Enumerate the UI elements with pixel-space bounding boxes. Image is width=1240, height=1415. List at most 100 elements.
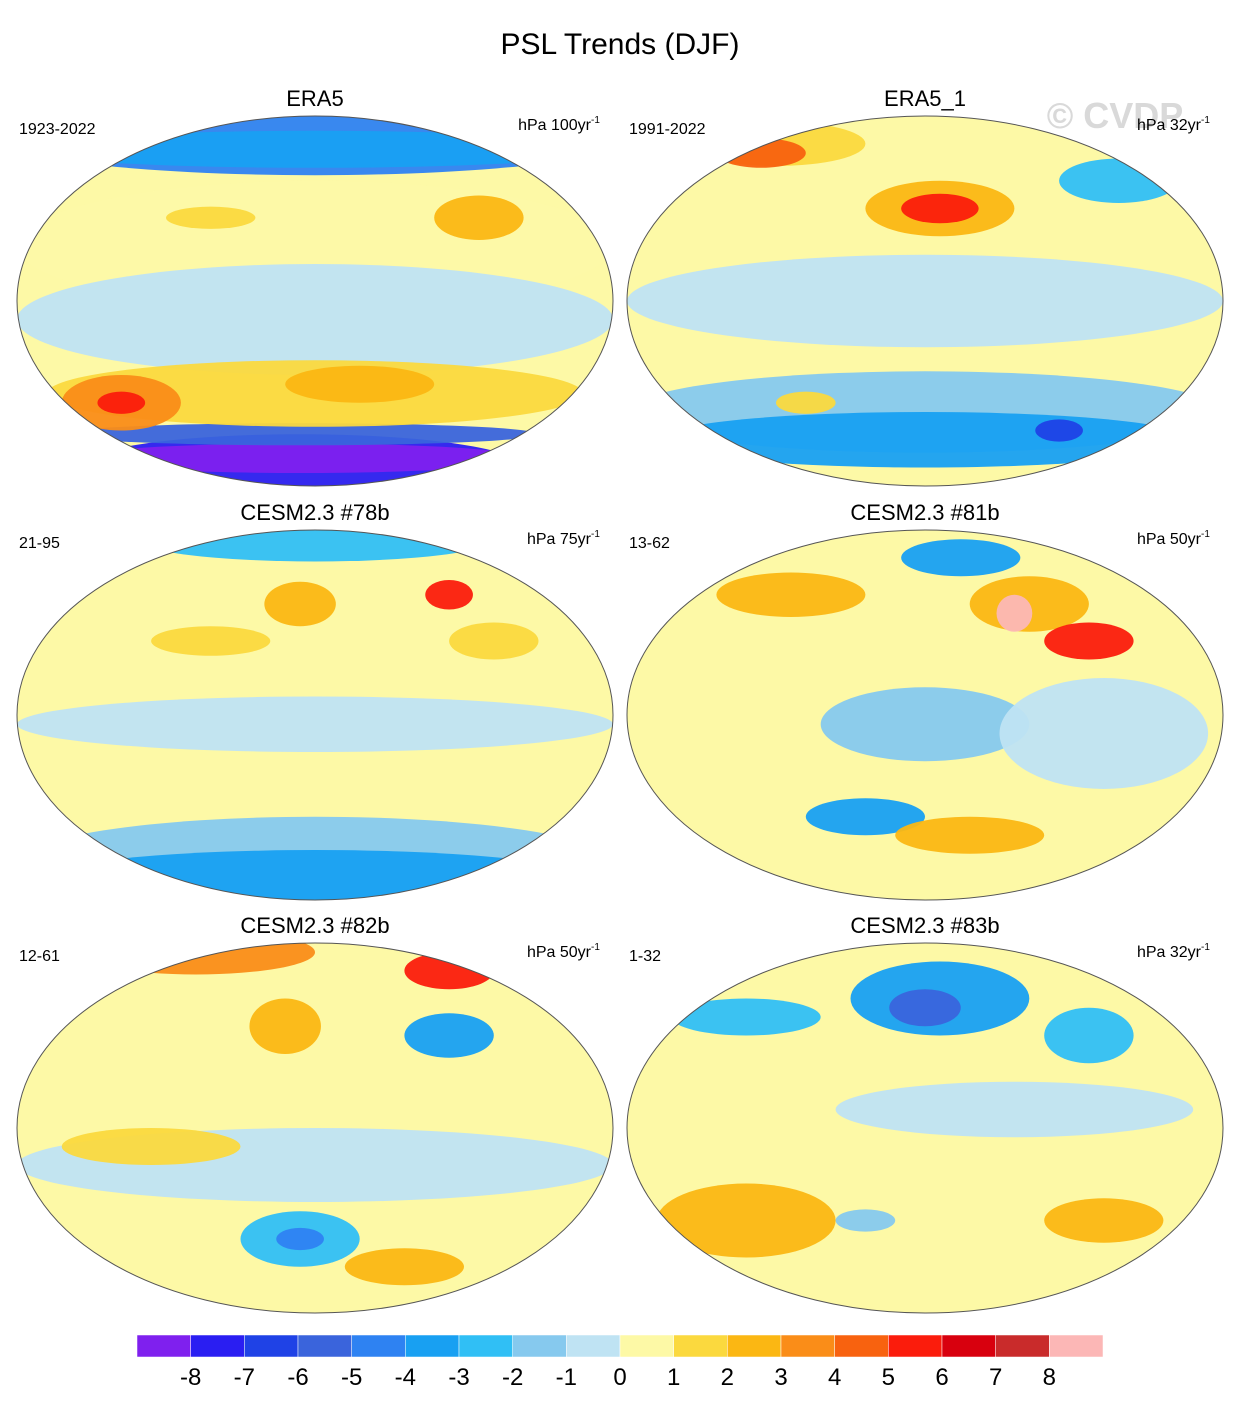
trend-region (151, 626, 271, 656)
colorbar-box (619, 1334, 674, 1358)
trend-region (344, 1248, 464, 1286)
trend-region (404, 1013, 494, 1058)
trend-region (425, 579, 473, 610)
units-exponent: -1 (591, 942, 600, 953)
trend-region (61, 1128, 241, 1165)
colorbar-box (727, 1334, 782, 1358)
map-panel (627, 530, 1223, 900)
trend-region (1044, 1198, 1164, 1243)
map-outline (16, 115, 614, 487)
colorbar-label: -6 (287, 1364, 308, 1391)
colorbar-label: -3 (448, 1364, 469, 1391)
trend-region (895, 816, 1045, 854)
colorbar-label: -1 (556, 1364, 577, 1391)
colorbar-label: 5 (882, 1364, 895, 1391)
panel-title: CESM2.3 #81b (850, 500, 999, 525)
panel-period: 1991-2022 (629, 121, 706, 138)
colorbar-box (136, 1334, 191, 1358)
colorbar-box (405, 1334, 460, 1358)
colorbar-box (512, 1334, 567, 1358)
map-panel (17, 530, 613, 900)
panel-period: 1923-2022 (19, 121, 96, 138)
trend-region (716, 138, 806, 168)
colorbar-box (941, 1334, 996, 1358)
trend-region (820, 687, 1030, 762)
panel-units: hPa 50yr (527, 944, 592, 961)
trend-region (889, 989, 961, 1027)
trend-region (404, 952, 494, 990)
panel-units: hPa 75yr (527, 531, 592, 548)
colorbar-label: 1 (667, 1364, 680, 1391)
trend-region (17, 696, 613, 752)
panel-title: ERA5 (286, 86, 343, 111)
colorbar-box (1049, 1334, 1104, 1358)
colorbar-box (351, 1334, 406, 1358)
panel-period: 1-32 (629, 948, 661, 965)
map-outline (626, 529, 1224, 901)
trend-region (249, 998, 321, 1054)
map-panel (627, 116, 1223, 486)
panel-units: hPa 32yr (1137, 944, 1202, 961)
trend-region (656, 1183, 836, 1258)
colorbar-label: 8 (1043, 1364, 1056, 1391)
colorbar-box (834, 1334, 889, 1358)
colorbar-label: -4 (395, 1364, 416, 1391)
units-text: hPa 50yr (527, 944, 592, 961)
trend-region (264, 581, 336, 627)
units-exponent: -1 (591, 115, 600, 126)
colorbar-label: 4 (828, 1364, 841, 1391)
colorbar-label: -5 (341, 1364, 362, 1391)
trend-region (656, 412, 1194, 468)
panel-period: 13-62 (629, 535, 670, 552)
map-outline (626, 115, 1224, 487)
panel-units: hPa 50yr (1137, 531, 1202, 548)
colorbar-label: -2 (502, 1364, 523, 1391)
units-exponent: -1 (591, 529, 600, 540)
map-panel (627, 943, 1223, 1313)
colorbar-box (297, 1334, 352, 1358)
trend-region (17, 130, 613, 168)
map-outline (626, 942, 1224, 1314)
map-outline (16, 529, 614, 901)
trend-region (17, 264, 613, 375)
colorbar-label: 7 (989, 1364, 1002, 1391)
trend-region (716, 572, 866, 617)
colorbar-box (995, 1334, 1050, 1358)
trend-region (434, 195, 524, 240)
units-text: hPa 50yr (1137, 531, 1202, 548)
trend-region (285, 365, 435, 403)
units-text: hPa 32yr (1137, 944, 1202, 961)
trend-region (97, 391, 146, 414)
panel-title: CESM2.3 #78b (240, 500, 389, 525)
panel-period: 12-61 (19, 948, 60, 965)
trend-region (999, 678, 1209, 789)
trend-region (1059, 158, 1179, 203)
map-outline (16, 942, 614, 1314)
trend-region (136, 530, 494, 562)
trend-region (1044, 1007, 1134, 1064)
units-text: hPa 32yr (1137, 117, 1202, 134)
units-text: hPa 100yr (518, 117, 592, 134)
colorbar-box (888, 1334, 943, 1358)
colorbar-label: -8 (180, 1364, 201, 1391)
trend-region (901, 193, 979, 224)
units-exponent: -1 (1201, 942, 1210, 953)
map-panel (17, 116, 613, 486)
trend-region (835, 1081, 1194, 1138)
trend-region (627, 254, 1223, 348)
trend-region (166, 206, 256, 229)
figure-title: PSL Trends (DJF) (501, 28, 740, 61)
units-exponent: -1 (1201, 115, 1210, 126)
trend-region (1035, 419, 1083, 442)
colorbar-box (190, 1334, 245, 1358)
trend-region (835, 1209, 896, 1232)
trend-region (1044, 622, 1134, 660)
colorbar-label: -7 (234, 1364, 255, 1391)
trend-region (276, 1227, 324, 1251)
watermark: © CVDP (1047, 95, 1184, 136)
trend-region (671, 998, 821, 1036)
panel-units: hPa 100yr (518, 117, 592, 134)
panel-units: hPa 32yr (1137, 117, 1202, 134)
map-panel (17, 943, 613, 1313)
colorbar-box (458, 1334, 513, 1358)
